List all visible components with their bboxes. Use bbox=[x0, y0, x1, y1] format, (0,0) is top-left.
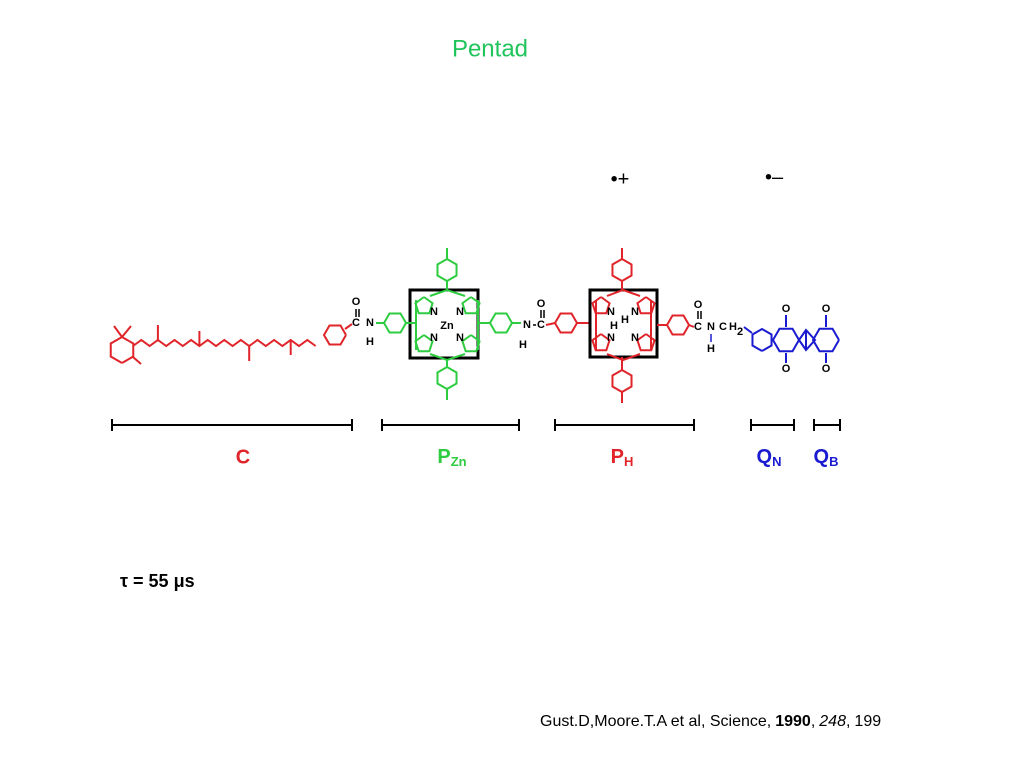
atom: H bbox=[729, 321, 737, 333]
segment-label: PZn bbox=[437, 446, 466, 469]
atom: H bbox=[707, 343, 715, 355]
atom: H bbox=[519, 339, 527, 351]
atom: N bbox=[366, 317, 374, 329]
atom: N bbox=[523, 319, 531, 331]
atom: O bbox=[782, 303, 791, 315]
citation: Gust.D,Moore.T.A et al, Science, 1990, 248… bbox=[540, 713, 881, 730]
atom: N bbox=[430, 332, 438, 344]
atom: O bbox=[822, 303, 831, 315]
atom: H bbox=[366, 336, 374, 348]
bond bbox=[344, 323, 353, 330]
bond bbox=[132, 356, 142, 365]
atom: O bbox=[352, 296, 361, 308]
phenyl bbox=[611, 257, 633, 282]
atom: O bbox=[694, 299, 703, 311]
segment-subscript: B bbox=[829, 454, 838, 469]
segment-label-main: P bbox=[437, 446, 450, 468]
atom: O bbox=[822, 363, 831, 375]
atom: N bbox=[456, 306, 464, 318]
polyene bbox=[132, 338, 317, 348]
citation-year: 1990 bbox=[775, 713, 811, 730]
phenyl bbox=[436, 257, 458, 282]
citation-sep: , bbox=[846, 713, 850, 730]
segment-label-main: Q bbox=[757, 446, 773, 468]
atom: N bbox=[607, 306, 615, 318]
ring bbox=[751, 327, 773, 352]
segment-subscript: H bbox=[624, 454, 633, 469]
segment-subscript: N bbox=[772, 454, 781, 469]
cyclohexene bbox=[109, 335, 135, 364]
citation-pages: 199 bbox=[854, 713, 881, 730]
segment-label-main: P bbox=[611, 446, 624, 468]
phenyl bbox=[436, 365, 458, 390]
atom: 2 bbox=[737, 326, 743, 338]
phenyl bbox=[322, 324, 347, 346]
structure bbox=[109, 248, 841, 431]
pyrrole bbox=[591, 333, 611, 352]
bridge bbox=[798, 328, 817, 352]
atom: C bbox=[537, 319, 545, 331]
citation-source: Gust.D,Moore.T.A et al, Science, bbox=[540, 713, 771, 730]
atom: C bbox=[352, 317, 360, 329]
atom: N bbox=[631, 306, 639, 318]
bond bbox=[688, 324, 695, 328]
atom: N bbox=[707, 321, 715, 333]
pyrrole bbox=[591, 296, 611, 315]
atom-labels: O C N H N N Zn N N N H C O N H N N H N O… bbox=[352, 296, 831, 375]
segment-label: QB bbox=[814, 446, 839, 469]
segment-label: PH bbox=[611, 446, 634, 469]
title: Pentad bbox=[452, 35, 528, 62]
citation-sep: , bbox=[811, 713, 815, 730]
phenyl bbox=[611, 368, 633, 393]
phenyl bbox=[553, 312, 578, 334]
atom: N bbox=[631, 332, 639, 344]
bond bbox=[113, 325, 123, 338]
bond bbox=[743, 326, 753, 334]
atom: H bbox=[621, 314, 629, 326]
atom: O bbox=[782, 363, 791, 375]
atom: C bbox=[719, 321, 727, 333]
segment-subscript: Zn bbox=[451, 454, 467, 469]
radical-anion: •– bbox=[765, 166, 784, 188]
atom: O bbox=[537, 298, 546, 310]
phenyl bbox=[488, 312, 513, 334]
phenyl bbox=[382, 312, 407, 334]
radical-cation: •+ bbox=[611, 168, 630, 190]
bond bbox=[545, 322, 556, 326]
segment-label: C bbox=[236, 446, 250, 468]
lifetime: τ = 55 μs bbox=[120, 571, 195, 591]
segment-label-main: Q bbox=[814, 446, 830, 468]
phenyl bbox=[665, 314, 690, 336]
quinone-ring bbox=[771, 327, 800, 353]
citation-volume: 248 bbox=[818, 713, 846, 730]
pyrrole bbox=[636, 296, 656, 315]
atom: Zn bbox=[440, 320, 454, 332]
quinone-ring bbox=[811, 327, 840, 353]
bond bbox=[121, 325, 132, 338]
atom: N bbox=[430, 306, 438, 318]
atom: H bbox=[610, 320, 618, 332]
segment-label: QN bbox=[757, 446, 782, 469]
atom: N bbox=[607, 332, 615, 344]
pyrrole bbox=[636, 333, 656, 352]
atom: C bbox=[694, 321, 702, 333]
atom: N bbox=[456, 332, 464, 344]
